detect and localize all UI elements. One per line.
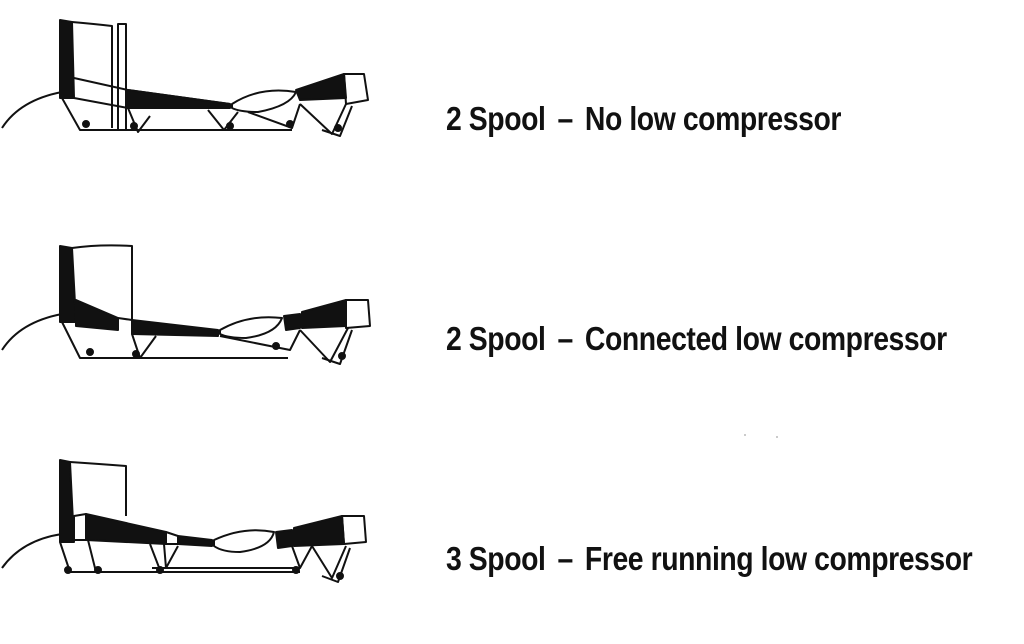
- scan-speck: [744, 434, 746, 436]
- compressor-description: Connected low compressor: [584, 320, 947, 357]
- caption-row-1: 2 Spool – No low compressor: [446, 100, 841, 138]
- spool-type-label: 3 Spool: [446, 540, 546, 577]
- engine-diagram-2spool-connected-lp: [1, 244, 371, 365]
- engine-diagram-2spool-no-lp: [1, 19, 369, 137]
- spool-type-label: 2 Spool: [446, 320, 546, 357]
- compressor-description: Free running low compressor: [584, 540, 973, 577]
- separator: –: [557, 540, 574, 577]
- caption-row-2: 2 Spool – Connected low compressor: [446, 320, 947, 358]
- caption-row-3: 3 Spool – Free running low compressor: [446, 540, 973, 578]
- spool-type-label: 2 Spool: [446, 100, 546, 137]
- engine-row-3: 3 Spool – Free running low compressor: [0, 444, 1024, 644]
- engine-row-1: 2 Spool – No low compressor: [0, 0, 1024, 200]
- separator: –: [557, 100, 574, 137]
- scan-speck: [776, 436, 778, 438]
- separator: –: [557, 320, 574, 357]
- compressor-description: No low compressor: [584, 100, 841, 137]
- engine-row-2: 2 Spool – Connected low compressor: [0, 222, 1024, 422]
- engine-diagram-3spool-free-running-lp: [1, 459, 367, 583]
